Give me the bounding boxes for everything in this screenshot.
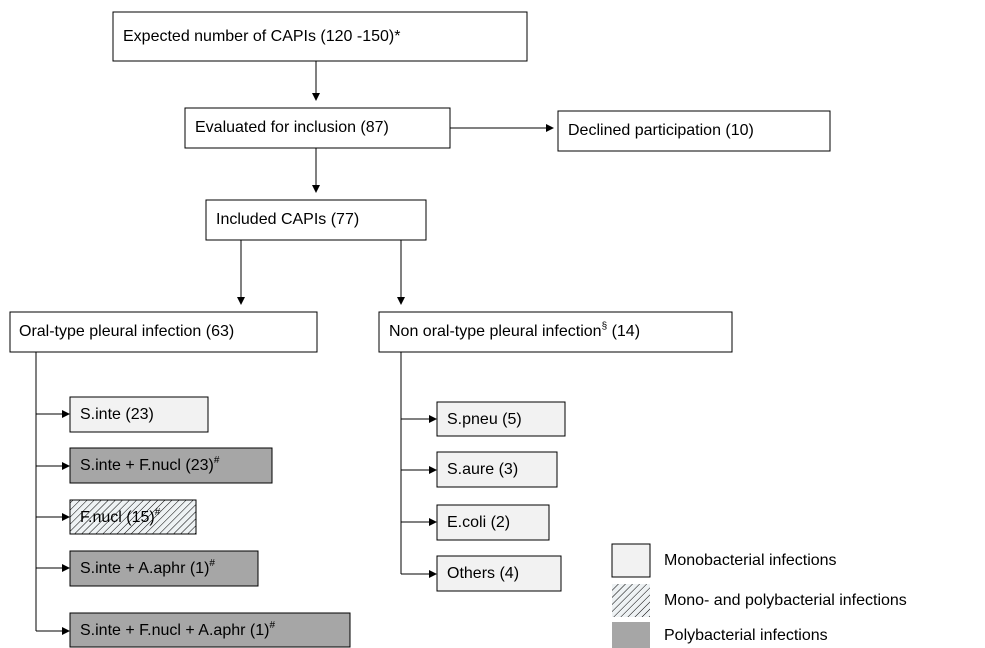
node: Included CAPIs (77) [205, 199, 427, 241]
node-label: Evaluated for inclusion (87) [195, 119, 389, 136]
node: Non oral-type pleural infection§ (14) [378, 311, 733, 353]
node-label: Expected number of CAPIs (120 -150)* [123, 28, 400, 45]
legend-label: Mono- and polybacterial infections [664, 592, 907, 609]
node-label: Included CAPIs (77) [216, 211, 359, 228]
node-label: S.inte + F.nucl + A.aphr (1)# [80, 620, 275, 640]
node-label-rest: (14) [607, 323, 640, 340]
connectors [35, 61, 554, 635]
node-label: Declined participation (10) [568, 122, 754, 139]
node: S.inte (23) [69, 396, 209, 433]
legend-label: Polybacterial infections [664, 627, 828, 644]
node-label: S.inte + A.aphr (1) [80, 560, 209, 577]
node: Declined participation (10) [557, 110, 831, 152]
node-label: S.aure (3) [447, 461, 518, 478]
node: Expected number of CAPIs (120 -150)* [112, 11, 528, 62]
node-label: E.coli (2) [447, 514, 510, 531]
legend-label: Monobacterial infections [664, 552, 837, 569]
node-sup: # [209, 558, 215, 569]
node: Oral-type pleural infection (63) [9, 311, 318, 353]
node: Others (4) [436, 555, 562, 592]
node-label: Others (4) [447, 565, 519, 582]
node: S.inte + A.aphr (1)# [69, 550, 259, 587]
node: F.nucl (15)# [69, 499, 197, 535]
node-label: S.inte + F.nucl (23)# [80, 455, 220, 475]
node: E.coli (2) [436, 504, 550, 541]
legend-swatch [612, 622, 650, 648]
node-sup: § [602, 321, 608, 332]
node-label: S.inte + A.aphr (1)# [80, 558, 215, 578]
node-label: Non oral-type pleural infection§ (14) [389, 321, 640, 341]
node-sup: # [269, 620, 275, 631]
legend-swatch [611, 543, 651, 578]
node-label: F.nucl (15) [80, 509, 155, 526]
node-label: Oral-type pleural infection (63) [19, 323, 234, 340]
node-label: S.pneu (5) [447, 411, 522, 428]
node-label: Non oral-type pleural infection [389, 323, 602, 340]
node: Evaluated for inclusion (87) [184, 107, 451, 149]
legend-swatch [612, 584, 650, 617]
node: S.pneu (5) [436, 401, 566, 437]
node: S.aure (3) [436, 451, 558, 488]
legend: Monobacterial infections Mono- and polyb… [611, 543, 907, 648]
node-label: S.inte + F.nucl + A.aphr (1) [80, 622, 269, 639]
node: S.inte + F.nucl + A.aphr (1)# [69, 612, 351, 648]
node-sup: # [155, 507, 161, 518]
node: S.inte + F.nucl (23)# [69, 447, 273, 484]
node-label: F.nucl (15)# [80, 507, 161, 527]
node-sup: # [214, 455, 220, 466]
node-label: S.inte (23) [80, 406, 154, 423]
node-label: S.inte + F.nucl (23) [80, 457, 214, 474]
